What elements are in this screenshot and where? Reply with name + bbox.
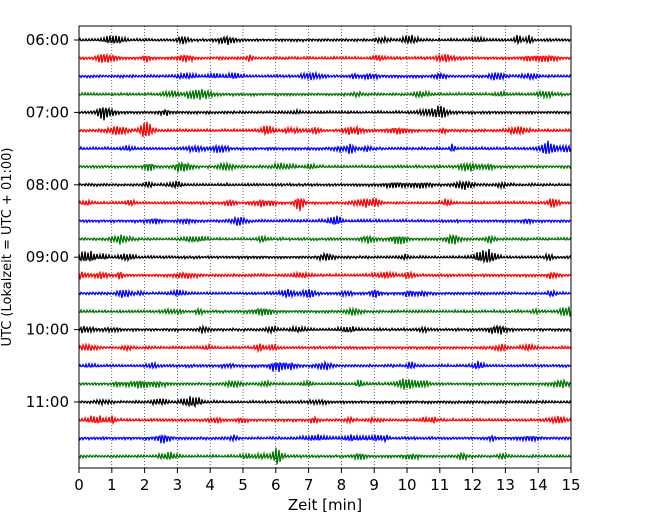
x-axis: 0 1 2 3 4 5 6 7 8 9 10 11 12 13 14 15 — [74, 468, 581, 494]
trace-1045 — [78, 378, 572, 390]
trace-1130 — [78, 433, 572, 444]
trace-0900 — [78, 248, 572, 265]
x-tick-label: 13 — [496, 476, 515, 494]
trace-0815 — [78, 197, 572, 212]
trace-1100 — [78, 396, 572, 409]
y-tick-label: 06:00 — [26, 31, 69, 49]
x-tick-label: 1 — [107, 476, 117, 494]
trace-0830 — [78, 215, 572, 226]
x-tick-label: 8 — [337, 476, 347, 494]
y-axis-title: UTC (Lokalzeit = UTC + 01:00) — [0, 148, 15, 347]
x-tick-label: 10 — [397, 476, 416, 494]
x-tick-label: 9 — [369, 476, 379, 494]
y-tick-label: 09:00 — [26, 248, 69, 266]
trace-0630 — [78, 70, 572, 82]
trace-0645 — [78, 88, 572, 100]
x-tick-label: 14 — [529, 476, 548, 494]
y-tick-label: 11:00 — [26, 393, 69, 411]
trace-1145 — [78, 447, 572, 465]
y-tick-label: 10:00 — [26, 321, 69, 339]
y-tick-label: 08:00 — [26, 176, 69, 194]
trace-0730 — [78, 140, 572, 155]
x-tick-label: 7 — [304, 476, 314, 494]
x-tick-label: 2 — [140, 476, 150, 494]
x-tick-label: 11 — [430, 476, 449, 494]
trace-0745 — [78, 160, 572, 173]
trace-1000 — [78, 324, 572, 335]
trace-0715 — [78, 121, 572, 137]
trace-1015 — [78, 342, 572, 354]
trace-0600 — [78, 34, 572, 46]
x-tick-label: 15 — [561, 476, 580, 494]
x-tick-label: 5 — [238, 476, 248, 494]
trace-0800 — [78, 179, 572, 191]
trace-0915 — [78, 269, 572, 281]
y-tick-label: 07:00 — [26, 103, 69, 121]
plot-frame — [78, 25, 572, 469]
trace-0615 — [78, 52, 572, 64]
trace-0845 — [78, 233, 572, 245]
y-axis: 06:00 07:00 08:00 09:00 10:00 11:00 — [26, 31, 79, 411]
trace-1030 — [78, 359, 572, 372]
trace-0700 — [78, 105, 572, 121]
trace-0945 — [78, 306, 572, 317]
trace-1115 — [78, 415, 572, 426]
trace-rows — [78, 34, 572, 465]
x-tick-label: 6 — [271, 476, 281, 494]
x-tick-label: 3 — [173, 476, 183, 494]
trace-0930 — [78, 288, 572, 299]
x-tick-label: 4 — [205, 476, 215, 494]
x-tick-label: 12 — [463, 476, 482, 494]
x-axis-title: Zeit [min] — [288, 496, 362, 514]
x-tick-label: 0 — [74, 476, 84, 494]
